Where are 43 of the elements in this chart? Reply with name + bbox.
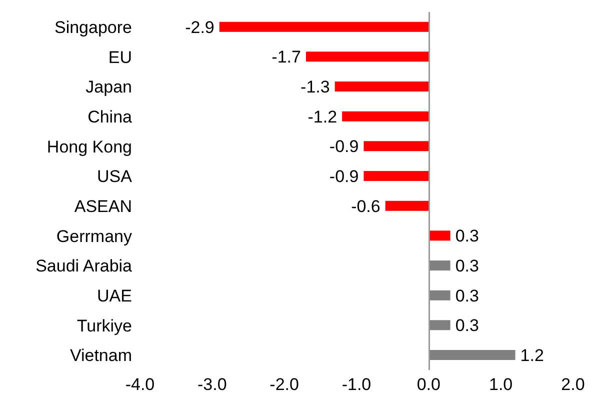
x-tick-label: -2.0 (270, 375, 299, 394)
y-tick-label: Hong Kong (46, 137, 132, 156)
bar (306, 52, 429, 62)
y-tick-label: Vietnam (70, 346, 132, 366)
bar (219, 22, 429, 32)
data-label: 0.3 (455, 286, 479, 306)
data-label: -0.6 (351, 196, 380, 216)
y-tick-label: Turkiye (76, 316, 132, 336)
bar (342, 111, 429, 122)
y-tick-label: Saudi Arabia (36, 256, 133, 276)
x-tick-label: 1.0 (489, 375, 513, 394)
data-label: 0.3 (455, 256, 479, 276)
bar (428, 290, 450, 300)
data-label: -1.3 (300, 77, 330, 96)
data-label: 0.3 (455, 226, 479, 246)
bar (428, 350, 516, 360)
bar (364, 141, 429, 152)
y-tick-label: USA (97, 167, 133, 186)
data-label: 1.2 (520, 346, 544, 365)
data-label: -0.9 (329, 137, 359, 156)
x-tick-label: 0.0 (416, 375, 440, 394)
data-label: -1.7 (272, 48, 301, 67)
y-tick-label: EU (108, 48, 132, 67)
bar (428, 230, 450, 241)
y-tick-label: UAE (97, 286, 132, 306)
y-tick-label: Japan (86, 78, 132, 97)
data-label: -2.9 (185, 18, 214, 37)
data-label: -1.2 (308, 107, 338, 126)
y-tick-label: China (88, 107, 133, 126)
data-label: -0.9 (329, 166, 359, 186)
bar (428, 320, 450, 330)
bar (385, 200, 429, 211)
x-tick-label: 2.0 (561, 375, 585, 394)
x-tick-label: -1.0 (342, 375, 372, 394)
bar (364, 171, 429, 182)
y-tick-label: Singapore (54, 18, 132, 37)
x-tick-label: -4.0 (125, 375, 155, 394)
x-tick-label: -3.0 (198, 375, 227, 394)
data-label: 0.3 (455, 316, 479, 336)
y-tick-label: Gerrmany (56, 226, 132, 246)
y-tick-label: ASEAN (74, 196, 132, 216)
bar (334, 82, 429, 92)
bar (428, 260, 450, 271)
